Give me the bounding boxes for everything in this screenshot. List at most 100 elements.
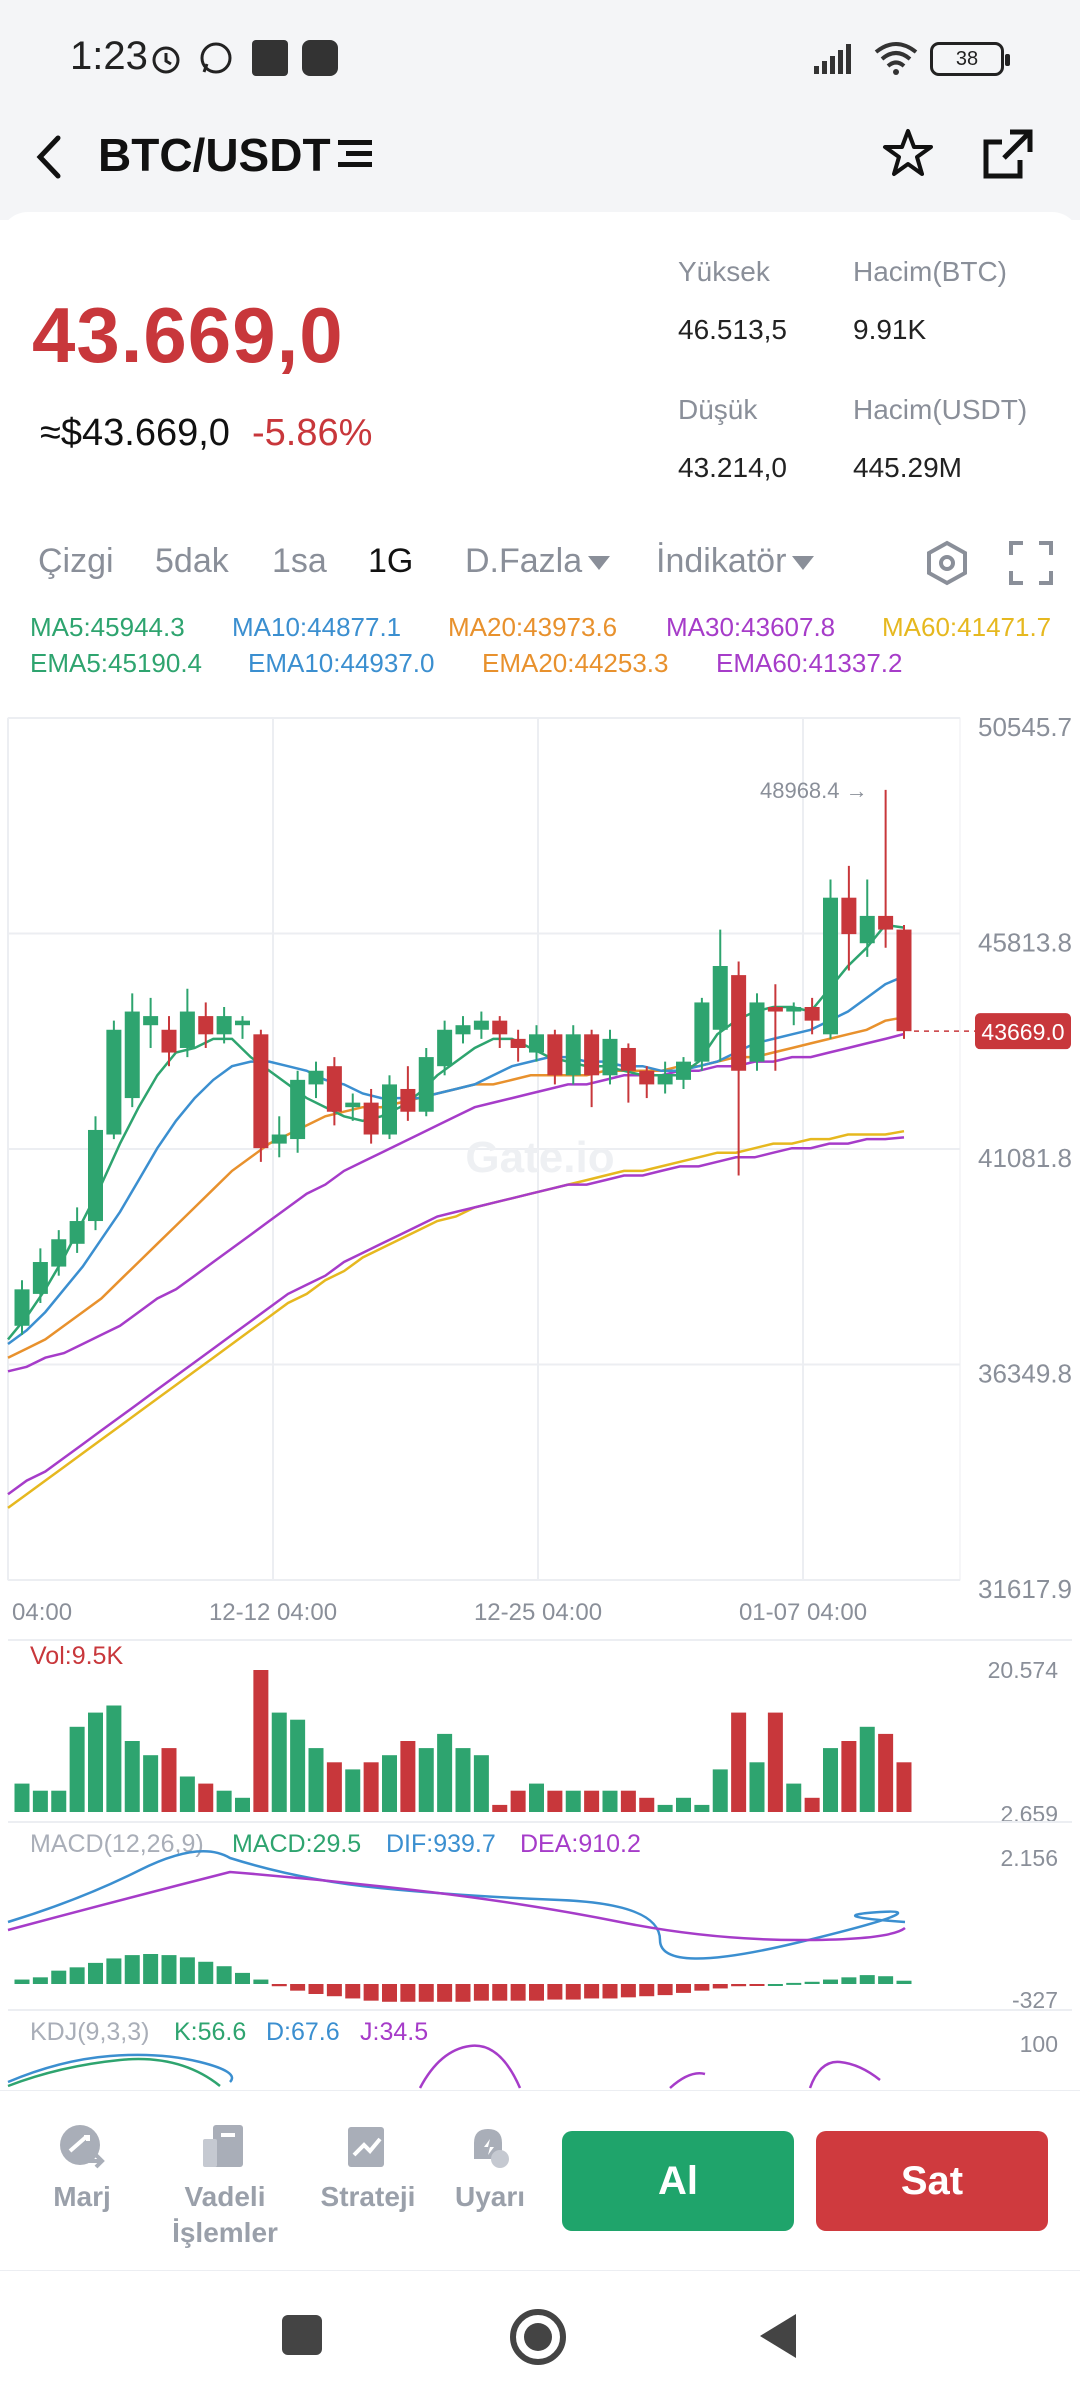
candle-body <box>455 1025 471 1035</box>
tab-more-label: D.Fazla <box>465 542 583 580</box>
strategy-button[interactable]: Strateji <box>308 2121 428 2215</box>
macd-histogram-bar <box>106 1958 122 1984</box>
high-value: 46.513,5 <box>678 314 787 345</box>
tab-1h[interactable]: 1sa <box>272 542 327 580</box>
macd-histogram-bar <box>198 1961 214 1984</box>
candle-body <box>326 1066 342 1112</box>
macd-histogram-bar <box>676 1984 691 1993</box>
macd-histogram-bar <box>639 1984 655 1997</box>
price-chart[interactable]: 50545.7 45813.8 41081.8 36349.8 31617.9 04:00… <box>0 700 1080 2090</box>
macd-histogram-bar <box>363 1984 379 2001</box>
candle-body <box>179 1011 195 1048</box>
macd-histogram-bar <box>290 1984 306 1991</box>
kdj-d-line <box>7 2053 234 2084</box>
candle-body <box>584 1034 600 1076</box>
macd-histogram-bar <box>749 1984 765 1986</box>
macd-histogram-bar <box>437 1984 453 2002</box>
macd-histogram-bar <box>455 1984 471 2002</box>
pair-title[interactable]: BTC/USDT <box>98 129 331 181</box>
macd-histogram-bar <box>308 1984 324 1994</box>
candle-body <box>786 1006 802 1012</box>
price-change-percent: -5.86% <box>252 412 373 454</box>
status-time: 1:23 <box>70 34 148 78</box>
futures-button[interactable]: Vadeli İşlemler <box>165 2121 285 2251</box>
watermark-text: Gate.io <box>465 1133 614 1182</box>
x-axis-label: 04:00 <box>12 1599 72 1626</box>
kdj-max-label: 100 <box>1020 2031 1058 2057</box>
volume-bar <box>529 1783 544 1812</box>
candle-body <box>437 1029 453 1067</box>
tab-more[interactable]: D.Fazla <box>465 542 611 581</box>
tab-1d[interactable]: 1G <box>368 542 414 580</box>
volume-bar <box>676 1797 691 1812</box>
home-circle-icon[interactable] <box>508 2307 568 2367</box>
candle-body <box>620 1047 636 1071</box>
tab-5min[interactable]: 5dak <box>155 542 229 580</box>
legend-ma20: MA20:43973.6 <box>448 612 618 642</box>
settings-hexagon-icon[interactable] <box>924 540 970 586</box>
status-bar: 1:23 38 <box>0 0 1080 120</box>
interval-tabs: Çizgi 5dak 1sa 1G D.Fazla İndikatör <box>0 530 1080 600</box>
volume-bar <box>51 1790 67 1812</box>
kdj-j-value: J:34.5 <box>360 2018 428 2046</box>
futures-label-1: Vadeli <box>184 2181 266 2212</box>
volume-bar <box>473 1755 489 1812</box>
candle-body <box>363 1102 379 1135</box>
macd-histogram-bar <box>492 1984 508 2001</box>
macd-histogram-bar <box>179 1957 195 1984</box>
volume-btc-value: 9.91K <box>853 314 927 345</box>
share-icon[interactable] <box>980 126 1036 182</box>
volume-bar <box>437 1733 453 1812</box>
last-price: 43.669,0 <box>32 291 344 379</box>
volume-bar <box>694 1804 710 1812</box>
macd-histogram-bar <box>584 1984 600 1999</box>
kdj-d-value: D:67.6 <box>266 2018 340 2046</box>
volume-btc-label: Hacim(BTC) <box>853 256 1007 287</box>
fullscreen-icon[interactable] <box>1008 540 1054 586</box>
macd-histogram-bar <box>345 1984 361 1999</box>
whatsapp-icon <box>200 42 232 74</box>
macd-histogram-bar <box>143 1954 159 1984</box>
app-icon <box>252 40 288 76</box>
tab-indicator[interactable]: İndikatör <box>656 542 815 581</box>
tab-line[interactable]: Çizgi <box>38 542 114 580</box>
candle-body <box>106 1029 122 1135</box>
candle-body <box>712 966 728 1030</box>
macd-min-label: -327 <box>1012 1987 1058 2013</box>
volume-bar <box>767 1712 783 1812</box>
strategy-icon <box>348 2127 384 2167</box>
volume-bar <box>308 1748 324 1812</box>
back-arrow-icon[interactable] <box>30 132 70 182</box>
buy-button[interactable]: Al <box>562 2131 794 2231</box>
ma-line-ema60 <box>7 1136 905 1496</box>
star-icon[interactable] <box>880 126 936 182</box>
candle-body <box>859 915 875 944</box>
macd-dea-line <box>7 1870 906 1942</box>
volume-bar <box>712 1769 728 1812</box>
recent-apps-icon[interactable] <box>282 2315 322 2355</box>
dropdown-arrow-icon <box>792 556 815 571</box>
macd-histogram-bar <box>731 1984 747 1987</box>
menu-lines-icon[interactable] <box>336 134 376 174</box>
candle-body <box>51 1239 67 1267</box>
margin-button[interactable]: Marj <box>22 2121 142 2215</box>
volume-bar <box>565 1790 581 1812</box>
volume-bar <box>179 1776 195 1812</box>
macd-histogram-bar <box>602 1984 618 1999</box>
macd-histogram-bar <box>32 1977 48 1984</box>
legend-ema20: EMA20:44253.3 <box>482 648 669 678</box>
alert-button[interactable]: Uyarı <box>430 2121 550 2215</box>
sell-button[interactable]: Sat <box>816 2131 1048 2231</box>
x-axis-label: 12-25 04:00 <box>474 1599 602 1626</box>
back-triangle-icon[interactable] <box>756 2311 800 2361</box>
high-price-marker: 48968.4 → <box>760 778 868 803</box>
dropdown-arrow-icon <box>588 556 611 571</box>
futures-icon <box>203 2125 243 2167</box>
volume-min-label: 2.659 <box>1000 1801 1058 1827</box>
volume-bar <box>216 1790 232 1812</box>
signal-icon <box>814 44 851 74</box>
candle-body <box>418 1057 434 1112</box>
candle-body <box>510 1038 526 1048</box>
strategy-label: Strateji <box>320 2181 416 2212</box>
